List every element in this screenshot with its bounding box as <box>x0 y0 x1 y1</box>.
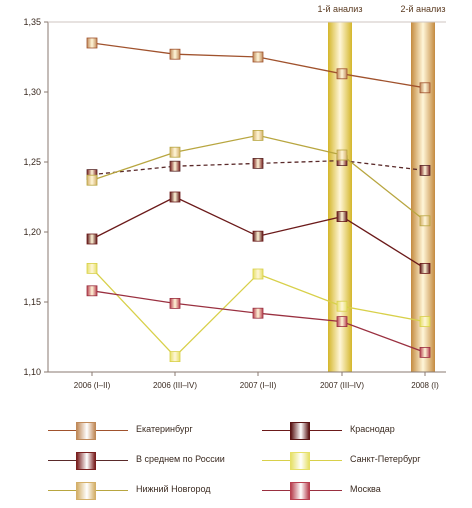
y-tick-label: 1,10 <box>23 367 41 377</box>
analysis-label: 2-й анализ <box>401 4 446 14</box>
data-point <box>169 160 181 172</box>
x-tick-label: 2006 (I–II) <box>74 381 111 390</box>
data-point <box>252 157 264 169</box>
data-point <box>86 262 98 274</box>
data-point <box>419 316 431 328</box>
data-point <box>336 149 348 161</box>
data-point <box>169 297 181 309</box>
data-point <box>169 351 181 363</box>
data-point <box>336 211 348 223</box>
legend-marker <box>76 422 96 440</box>
analysis-band <box>411 22 435 372</box>
data-point <box>419 215 431 227</box>
data-point <box>252 129 264 141</box>
legend-marker <box>290 482 310 500</box>
legend: Екатеринбург Краснодар В среднем по Росс… <box>0 410 472 508</box>
series-line <box>91 134 426 222</box>
data-point <box>169 48 181 60</box>
legend-label: Екатеринбург <box>136 424 193 434</box>
data-point <box>419 346 431 358</box>
series-line <box>91 42 426 89</box>
data-point <box>252 268 264 280</box>
data-point <box>86 37 98 49</box>
data-point <box>86 233 98 245</box>
data-point <box>336 300 348 312</box>
data-point <box>252 51 264 63</box>
legend-label: Краснодар <box>350 424 395 434</box>
x-tick-label: 2006 (III–IV) <box>153 381 197 390</box>
y-tick-label: 1,25 <box>23 157 41 167</box>
analysis-label: 1-й анализ <box>318 4 363 14</box>
x-tick-label: 2007 (III–IV) <box>320 381 364 390</box>
data-point <box>252 230 264 242</box>
data-point <box>169 146 181 158</box>
legend-marker <box>290 422 310 440</box>
legend-label: В среднем по России <box>136 454 225 464</box>
legend-marker <box>290 452 310 470</box>
data-point <box>419 164 431 176</box>
legend-label: Москва <box>350 484 381 494</box>
data-point <box>86 285 98 297</box>
y-tick-label: 1,20 <box>23 227 41 237</box>
data-point <box>336 68 348 80</box>
data-point <box>252 307 264 319</box>
data-point <box>169 191 181 203</box>
analysis-band <box>328 22 352 372</box>
y-tick-label: 1,30 <box>23 87 41 97</box>
x-tick-label: 2007 (I–II) <box>240 381 277 390</box>
x-tick-label: 2008 (I) <box>411 381 439 390</box>
y-tick-label: 1,15 <box>23 297 41 307</box>
legend-label: Санкт-Петербург <box>350 454 421 464</box>
legend-marker <box>76 482 96 500</box>
data-point <box>419 82 431 94</box>
y-tick-label: 1,35 <box>23 17 41 27</box>
legend-label: Нижний Новгород <box>136 484 211 494</box>
data-point <box>86 174 98 186</box>
data-point <box>419 262 431 274</box>
data-point <box>336 316 348 328</box>
legend-marker <box>76 452 96 470</box>
line-chart: 1-й анализ 2-й анализ 1,10 1,15 1,20 1,25 1,30… <box>23 4 446 390</box>
